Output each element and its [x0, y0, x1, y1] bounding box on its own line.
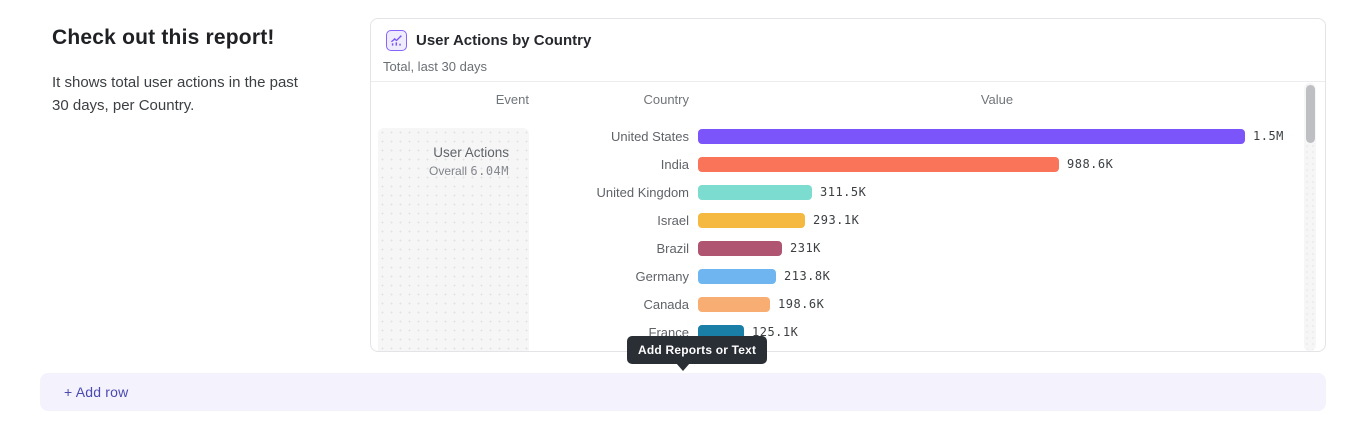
- value-label: 231K: [790, 241, 821, 255]
- bar-row: France 125.1K: [371, 318, 1325, 346]
- value-label: 988.6K: [1067, 157, 1114, 171]
- country-label: United Kingdom: [596, 184, 690, 200]
- bar-track: 293.1K: [698, 212, 860, 228]
- value-label: 1.5M: [1253, 129, 1284, 143]
- add-reports-tooltip: Add Reports or Text: [627, 336, 768, 371]
- bar-track: 988.6K: [698, 156, 1114, 172]
- bar-track: 125.1K: [698, 324, 799, 340]
- country-label: Brazil: [656, 240, 689, 256]
- event-overall: Overall 6.04M: [378, 164, 509, 178]
- value-label: 213.8K: [784, 269, 831, 283]
- bar-row: Germany 213.8K: [371, 262, 1325, 290]
- column-header-event: Event: [495, 92, 529, 107]
- column-header-value: Value: [980, 92, 1014, 107]
- chart-scrollbar-thumb[interactable]: [1305, 85, 1315, 143]
- country-label: Israel: [657, 212, 689, 228]
- event-cell[interactable]: User Actions Overall 6.04M: [378, 128, 529, 351]
- country-label: United States: [610, 128, 689, 144]
- bar-chart: United States 1.5M India 988.6K United Kingd…: [371, 122, 1325, 346]
- country-label: France: [648, 324, 689, 340]
- line-chart-icon: [386, 30, 407, 51]
- add-row-label: + Add row: [64, 384, 129, 400]
- event-overall-value: 6.04M: [470, 164, 509, 178]
- country-label: Germany: [635, 268, 689, 284]
- bar-track: 311.5K: [698, 184, 867, 200]
- report-card-header: User Actions by Country Total, last 30 d…: [371, 19, 1325, 82]
- intro-block: Check out this report! It shows total us…: [52, 26, 302, 117]
- bar-track: 231K: [698, 240, 821, 256]
- bar-row: Israel 293.1K: [371, 206, 1325, 234]
- bar-row: Canada 198.6K: [371, 290, 1325, 318]
- page-description: It shows total user actions in the past …: [52, 74, 298, 114]
- value-bar[interactable]: [698, 184, 812, 200]
- report-subtitle: Total, last 30 days: [383, 59, 488, 74]
- value-bar[interactable]: [698, 240, 782, 256]
- tooltip-label: Add Reports or Text: [638, 343, 757, 357]
- value-bar[interactable]: [698, 156, 1059, 172]
- chart-scrollbar-track[interactable]: [1304, 83, 1316, 351]
- value-label: 125.1K: [752, 325, 799, 339]
- bar-row: India 988.6K: [371, 150, 1325, 178]
- value-label: 311.5K: [820, 185, 867, 199]
- bar-track: 198.6K: [698, 296, 825, 312]
- value-bar[interactable]: [698, 268, 776, 284]
- value-label: 293.1K: [813, 213, 860, 227]
- value-label: 198.6K: [778, 297, 825, 311]
- bar-track: 213.8K: [698, 268, 831, 284]
- value-bar[interactable]: [698, 324, 744, 340]
- value-bar[interactable]: [698, 212, 805, 228]
- report-card[interactable]: User Actions by Country Total, last 30 d…: [370, 18, 1326, 352]
- country-label: India: [660, 156, 689, 172]
- header-divider: [371, 81, 1325, 82]
- report-title: User Actions by Country: [416, 32, 592, 49]
- event-name: User Actions: [433, 145, 509, 160]
- country-label: Canada: [643, 296, 689, 312]
- value-bar[interactable]: [698, 128, 1245, 144]
- bar-row: United States 1.5M: [371, 122, 1325, 150]
- bar-row: United Kingdom 311.5K: [371, 178, 1325, 206]
- column-header-country: Country: [643, 92, 689, 107]
- event-overall-label: Overall: [429, 164, 468, 178]
- add-row-button[interactable]: + Add row: [40, 373, 1326, 411]
- chart-column-headers: Event Country Value: [371, 92, 1325, 110]
- bar-track: 1.5M: [698, 128, 1284, 144]
- bar-row: Brazil 231K: [371, 234, 1325, 262]
- value-bar[interactable]: [698, 296, 770, 312]
- page-title: Check out this report!: [52, 26, 275, 49]
- tooltip-caret-icon: [676, 363, 690, 371]
